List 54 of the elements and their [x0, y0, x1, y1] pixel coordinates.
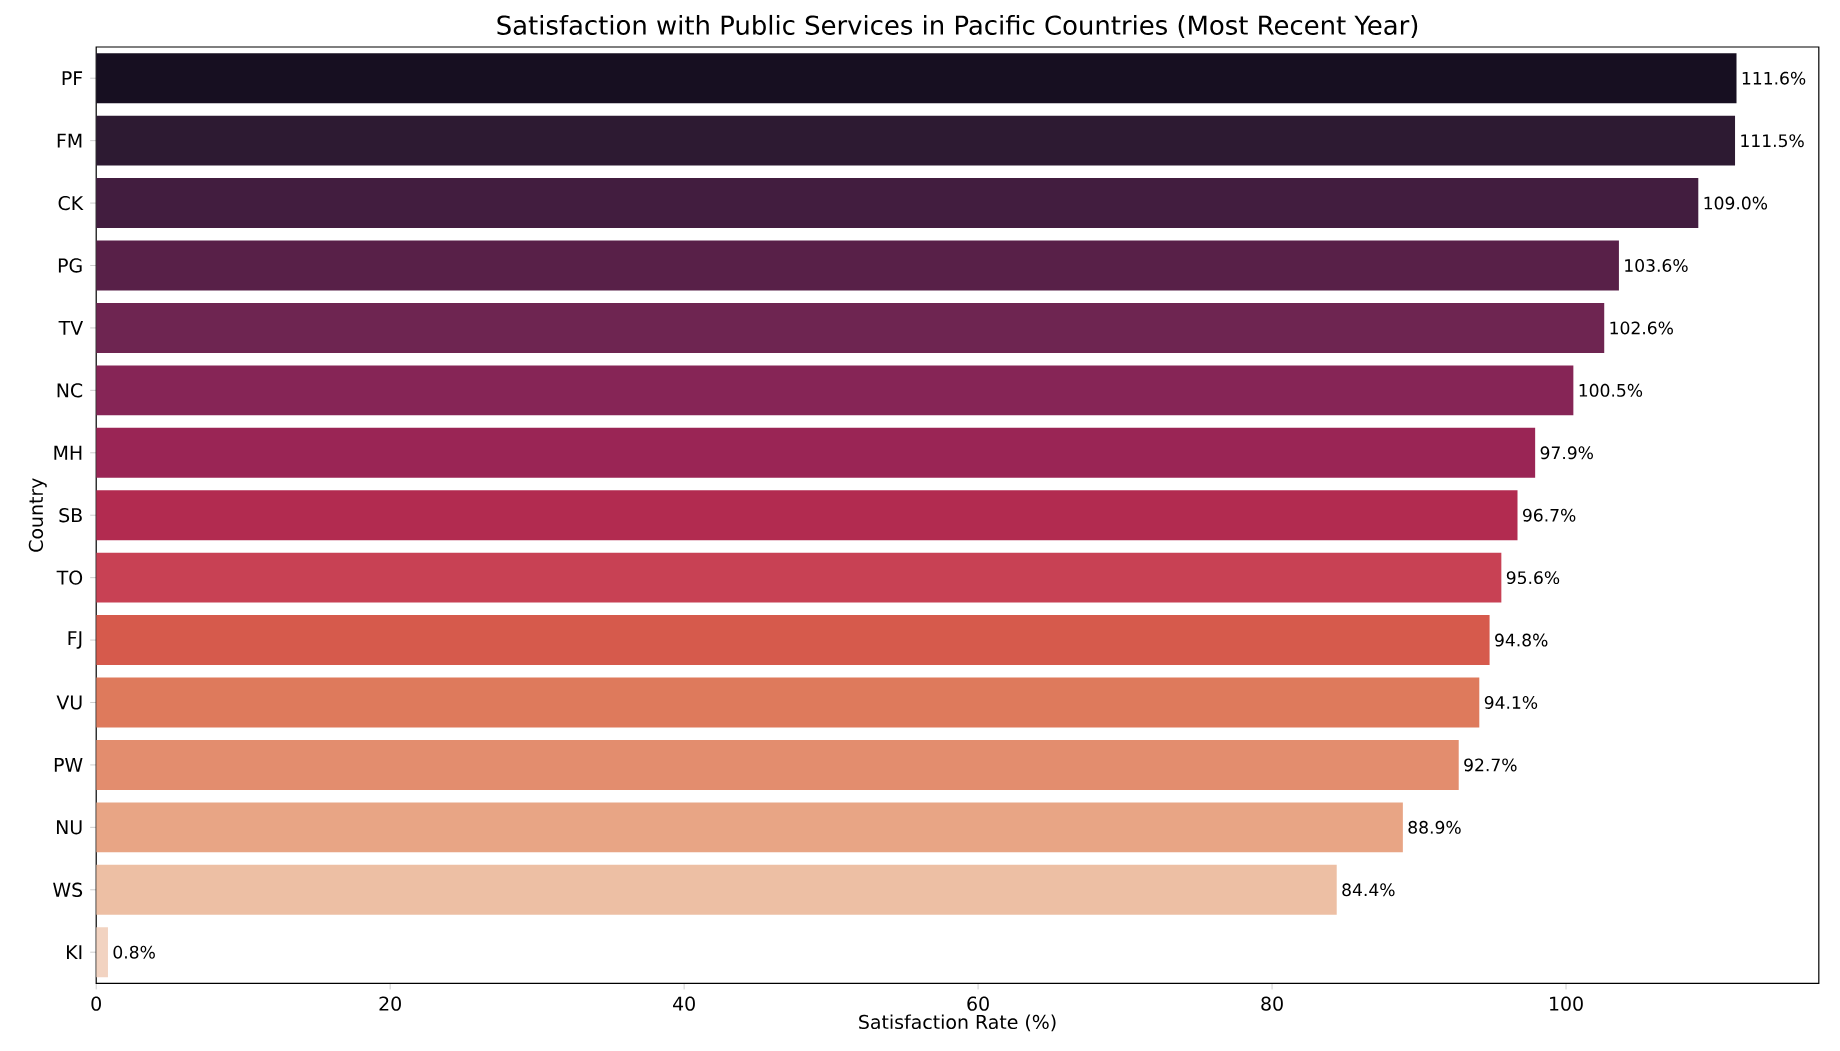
- bar: [96, 864, 1337, 915]
- y-tick-label: NC: [57, 383, 83, 398]
- bar: [96, 615, 1490, 666]
- data-label: 102.6%: [1610, 321, 1673, 335]
- data-label: 111.5%: [1741, 134, 1804, 148]
- y-tick-label: TO: [56, 570, 83, 585]
- bar: [96, 739, 1459, 790]
- y-tick-label: PW: [54, 758, 83, 772]
- data-label: 100.5%: [1579, 383, 1643, 397]
- y-tick-label: CK: [58, 195, 84, 211]
- y-tick-label: FJ: [68, 631, 82, 649]
- x-tick-label: 20: [379, 996, 401, 1011]
- y-tick-label: SB: [59, 508, 82, 523]
- data-label: 84.4%: [1342, 883, 1395, 897]
- data-label: 94.1%: [1484, 696, 1538, 709]
- data-label: 96.7%: [1523, 508, 1576, 522]
- y-tick-label: WS: [53, 882, 83, 897]
- data-label: 111.6%: [1742, 71, 1806, 85]
- y-tick-label: MH: [54, 445, 82, 460]
- y-tick-label: NU: [56, 820, 82, 835]
- data-label: 92.7%: [1464, 758, 1517, 772]
- x-tick-label: 80: [1261, 996, 1283, 1011]
- data-label: 103.6%: [1625, 259, 1688, 272]
- y-tick-label: KI: [67, 945, 82, 960]
- bar: [96, 552, 1502, 603]
- y-tick-label: VU: [56, 695, 82, 710]
- x-tick-label: 60: [967, 996, 989, 1011]
- bar: [96, 53, 1737, 104]
- bar: [96, 365, 1574, 416]
- x-tick-label: 100: [1550, 996, 1583, 1011]
- bar: [96, 115, 1736, 166]
- y-tick-label: TV: [58, 321, 84, 335]
- chart-title: Satisfaction with Public Services in Pacific Countries (Most Recent Year): [497, 14, 1418, 38]
- data-label: 94.8%: [1495, 633, 1548, 647]
- bar: [96, 927, 108, 978]
- bar: [96, 802, 1403, 853]
- data-label: 109.0%: [1704, 196, 1768, 210]
- bar: [96, 427, 1536, 478]
- data-label: 95.6%: [1506, 571, 1560, 585]
- bar: [96, 302, 1605, 353]
- x-tick-label: 0: [91, 996, 101, 1011]
- bar: [96, 677, 1480, 728]
- y-axis-title: Country: [28, 478, 47, 552]
- y-tick-label: PF: [62, 71, 83, 86]
- bar: [96, 490, 1518, 541]
- y-tick-label: PG: [58, 258, 82, 273]
- y-tick-label: FM: [57, 133, 82, 148]
- x-tick-label: 40: [673, 996, 695, 1011]
- x-axis-title: Satisfaction Rate (%): [859, 1014, 1056, 1032]
- bar: [96, 178, 1699, 229]
- bar: [96, 240, 1619, 291]
- data-label: 0.8%: [113, 945, 155, 959]
- data-label: 88.9%: [1408, 820, 1461, 834]
- data-label: 97.9%: [1540, 446, 1593, 460]
